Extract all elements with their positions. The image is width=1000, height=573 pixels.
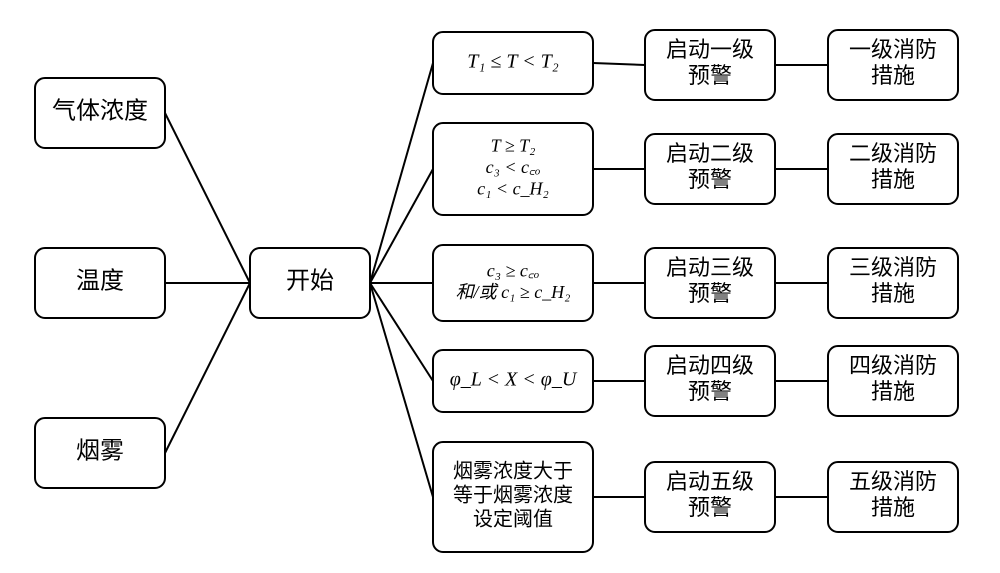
node-label: 气体浓度 <box>52 98 148 125</box>
node-label: 预警 <box>688 167 732 192</box>
node-in-smoke: 烟雾 <box>35 418 165 488</box>
node-label: T₁ ≤ T < T₂ <box>467 51 558 73</box>
node-alarm1: 启动一级预警 <box>645 30 775 100</box>
node-label: 措施 <box>871 281 915 306</box>
node-label: 五级消防 <box>849 469 937 494</box>
edge-start-cond5 <box>370 283 433 497</box>
node-in-temp: 温度 <box>35 248 165 318</box>
node-label: 措施 <box>871 495 915 520</box>
node-label: 烟雾浓度大于 <box>453 460 573 483</box>
node-label: T ≥ T₂ <box>491 136 536 156</box>
node-label: 预警 <box>688 379 732 404</box>
node-label: 预警 <box>688 63 732 88</box>
node-cond3: c₃ ≥ c꜀ₒ和/或 c₁ ≥ c_H₂ <box>433 245 593 321</box>
node-label: 温度 <box>76 268 124 295</box>
node-alarm4: 启动四级预警 <box>645 346 775 416</box>
node-label: 等于烟雾浓度 <box>453 484 573 507</box>
node-label: 和/或 c₁ ≥ c_H₂ <box>456 282 571 302</box>
edge-cond1-alarm1 <box>593 63 645 65</box>
node-label: 烟雾 <box>76 438 124 465</box>
flowchart-diagram: 气体浓度温度烟雾 开始 T₁ ≤ T < T₂ T ≥ T₂c₃ < c꜀ₒc₁ < … <box>0 0 1000 573</box>
edge-in-gas-start <box>165 113 250 283</box>
node-label: 启动三级 <box>666 255 754 280</box>
node-cond2: T ≥ T₂c₃ < c꜀ₒc₁ < c_H₂ <box>433 123 593 215</box>
node-fire4: 四级消防措施 <box>828 346 958 416</box>
node-label: 措施 <box>871 379 915 404</box>
edge-start-cond1 <box>370 63 433 283</box>
node-label: 预警 <box>688 281 732 306</box>
node-alarm2: 启动二级预警 <box>645 134 775 204</box>
node-label: c₁ < c_H₂ <box>477 179 549 199</box>
edge-start-cond2 <box>370 169 433 283</box>
node-label: 措施 <box>871 63 915 88</box>
node-label: 一级消防 <box>849 37 937 62</box>
node-label: 启动五级 <box>666 469 754 494</box>
node-label: 启动四级 <box>666 353 754 378</box>
node-label: 开始 <box>286 268 334 295</box>
node-label: 启动二级 <box>666 141 754 166</box>
node-cond4: φ_L < X < φ_U <box>433 350 593 412</box>
edge-start-cond4 <box>370 283 433 381</box>
node-label: φ_L < X < φ_U <box>450 369 578 391</box>
node-label: c₃ ≥ c꜀ₒ <box>487 260 540 280</box>
node-cond5: 烟雾浓度大于等于烟雾浓度设定阈值 <box>433 442 593 552</box>
node-start: 开始 <box>250 248 370 318</box>
node-label: 措施 <box>871 167 915 192</box>
node-label: 四级消防 <box>849 353 937 378</box>
edge-in-smoke-start <box>165 283 250 453</box>
node-label: 预警 <box>688 495 732 520</box>
node-alarm3: 启动三级预警 <box>645 248 775 318</box>
node-fire1: 一级消防措施 <box>828 30 958 100</box>
node-label: 二级消防 <box>849 141 937 166</box>
node-in-gas: 气体浓度 <box>35 78 165 148</box>
node-fire2: 二级消防措施 <box>828 134 958 204</box>
node-alarm5: 启动五级预警 <box>645 462 775 532</box>
node-cond1: T₁ ≤ T < T₂ <box>433 32 593 94</box>
node-fire3: 三级消防措施 <box>828 248 958 318</box>
node-label: 启动一级 <box>666 37 754 62</box>
node-label: c₃ < c꜀ₒ <box>486 157 541 177</box>
node-fire5: 五级消防措施 <box>828 462 958 532</box>
node-label: 三级消防 <box>849 255 937 280</box>
node-label: 设定阈值 <box>473 508 553 531</box>
